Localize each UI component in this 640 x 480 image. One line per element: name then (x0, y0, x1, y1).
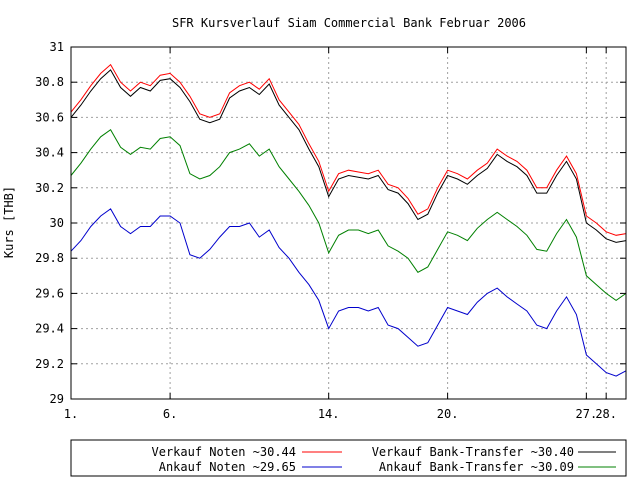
legend-box (70, 439, 627, 477)
chart-title: SFR Kursverlauf Siam Commercial Bank Feb… (172, 16, 526, 30)
x-tick-label: 28. (595, 407, 617, 421)
y-tick-label: 29.4 (35, 322, 64, 336)
y-tick-label: 29.8 (35, 251, 64, 265)
x-axis-ticks: 1. 6. 14. 20. 27.28. (64, 47, 617, 421)
y-tick-label: 30 (50, 216, 64, 230)
y-axis-ticks: 29 29.2 29.4 29.6 29.8 30 30.2 30.4 30.6 30.8 31 (35, 40, 626, 406)
y-tick-label: 29.6 (35, 286, 64, 300)
legend-label-ankauf-noten: Ankauf Noten ~29.65 (159, 460, 296, 474)
y-tick-label: 30.2 (35, 181, 64, 195)
legend-label-ankauf-bank-transfer: Ankauf Bank-Transfer ~30.09 (379, 460, 574, 474)
y-tick-label: 29.2 (35, 357, 64, 371)
legend-label-verkauf-bank-transfer: Verkauf Bank-Transfer ~30.40 (372, 445, 574, 459)
x-tick-label: 20. (437, 407, 459, 421)
y-tick-label: 30.6 (35, 110, 64, 124)
y-tick-label: 29 (50, 392, 64, 406)
legend: Verkauf Noten ~30.44 Verkauf Bank-Transf… (70, 439, 627, 477)
series-line-ankauf-noten (70, 208, 627, 377)
legend-label-verkauf-noten: Verkauf Noten ~30.44 (152, 445, 297, 459)
y-axis-label: Kurs [THB] (2, 186, 16, 258)
x-tick-label: 1. (64, 407, 78, 421)
x-tick-label: 27. (576, 407, 598, 421)
series-line-verkauf-bank-transfer (70, 69, 627, 243)
y-tick-label: 30.4 (35, 146, 64, 160)
series-line-ankauf-bank-transfer (70, 128, 627, 302)
series-lines (70, 63, 627, 377)
y-tick-label: 31 (50, 40, 64, 54)
x-tick-label: 6. (163, 407, 177, 421)
x-tick-label: 14. (318, 407, 340, 421)
y-tick-label: 30.8 (35, 75, 64, 89)
series-line-verkauf-noten (70, 63, 627, 236)
